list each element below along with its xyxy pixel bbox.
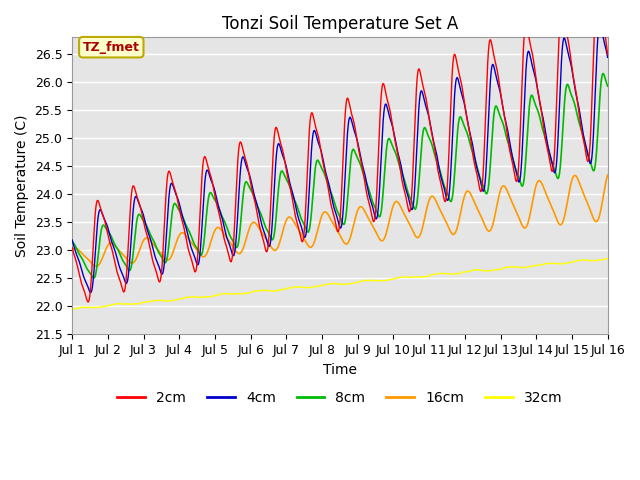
Legend: 2cm, 4cm, 8cm, 16cm, 32cm: 2cm, 4cm, 8cm, 16cm, 32cm — [112, 386, 568, 411]
X-axis label: Time: Time — [323, 362, 357, 377]
Y-axis label: Soil Temperature (C): Soil Temperature (C) — [15, 115, 29, 257]
Title: Tonzi Soil Temperature Set A: Tonzi Soil Temperature Set A — [222, 15, 458, 33]
Text: TZ_fmet: TZ_fmet — [83, 41, 140, 54]
